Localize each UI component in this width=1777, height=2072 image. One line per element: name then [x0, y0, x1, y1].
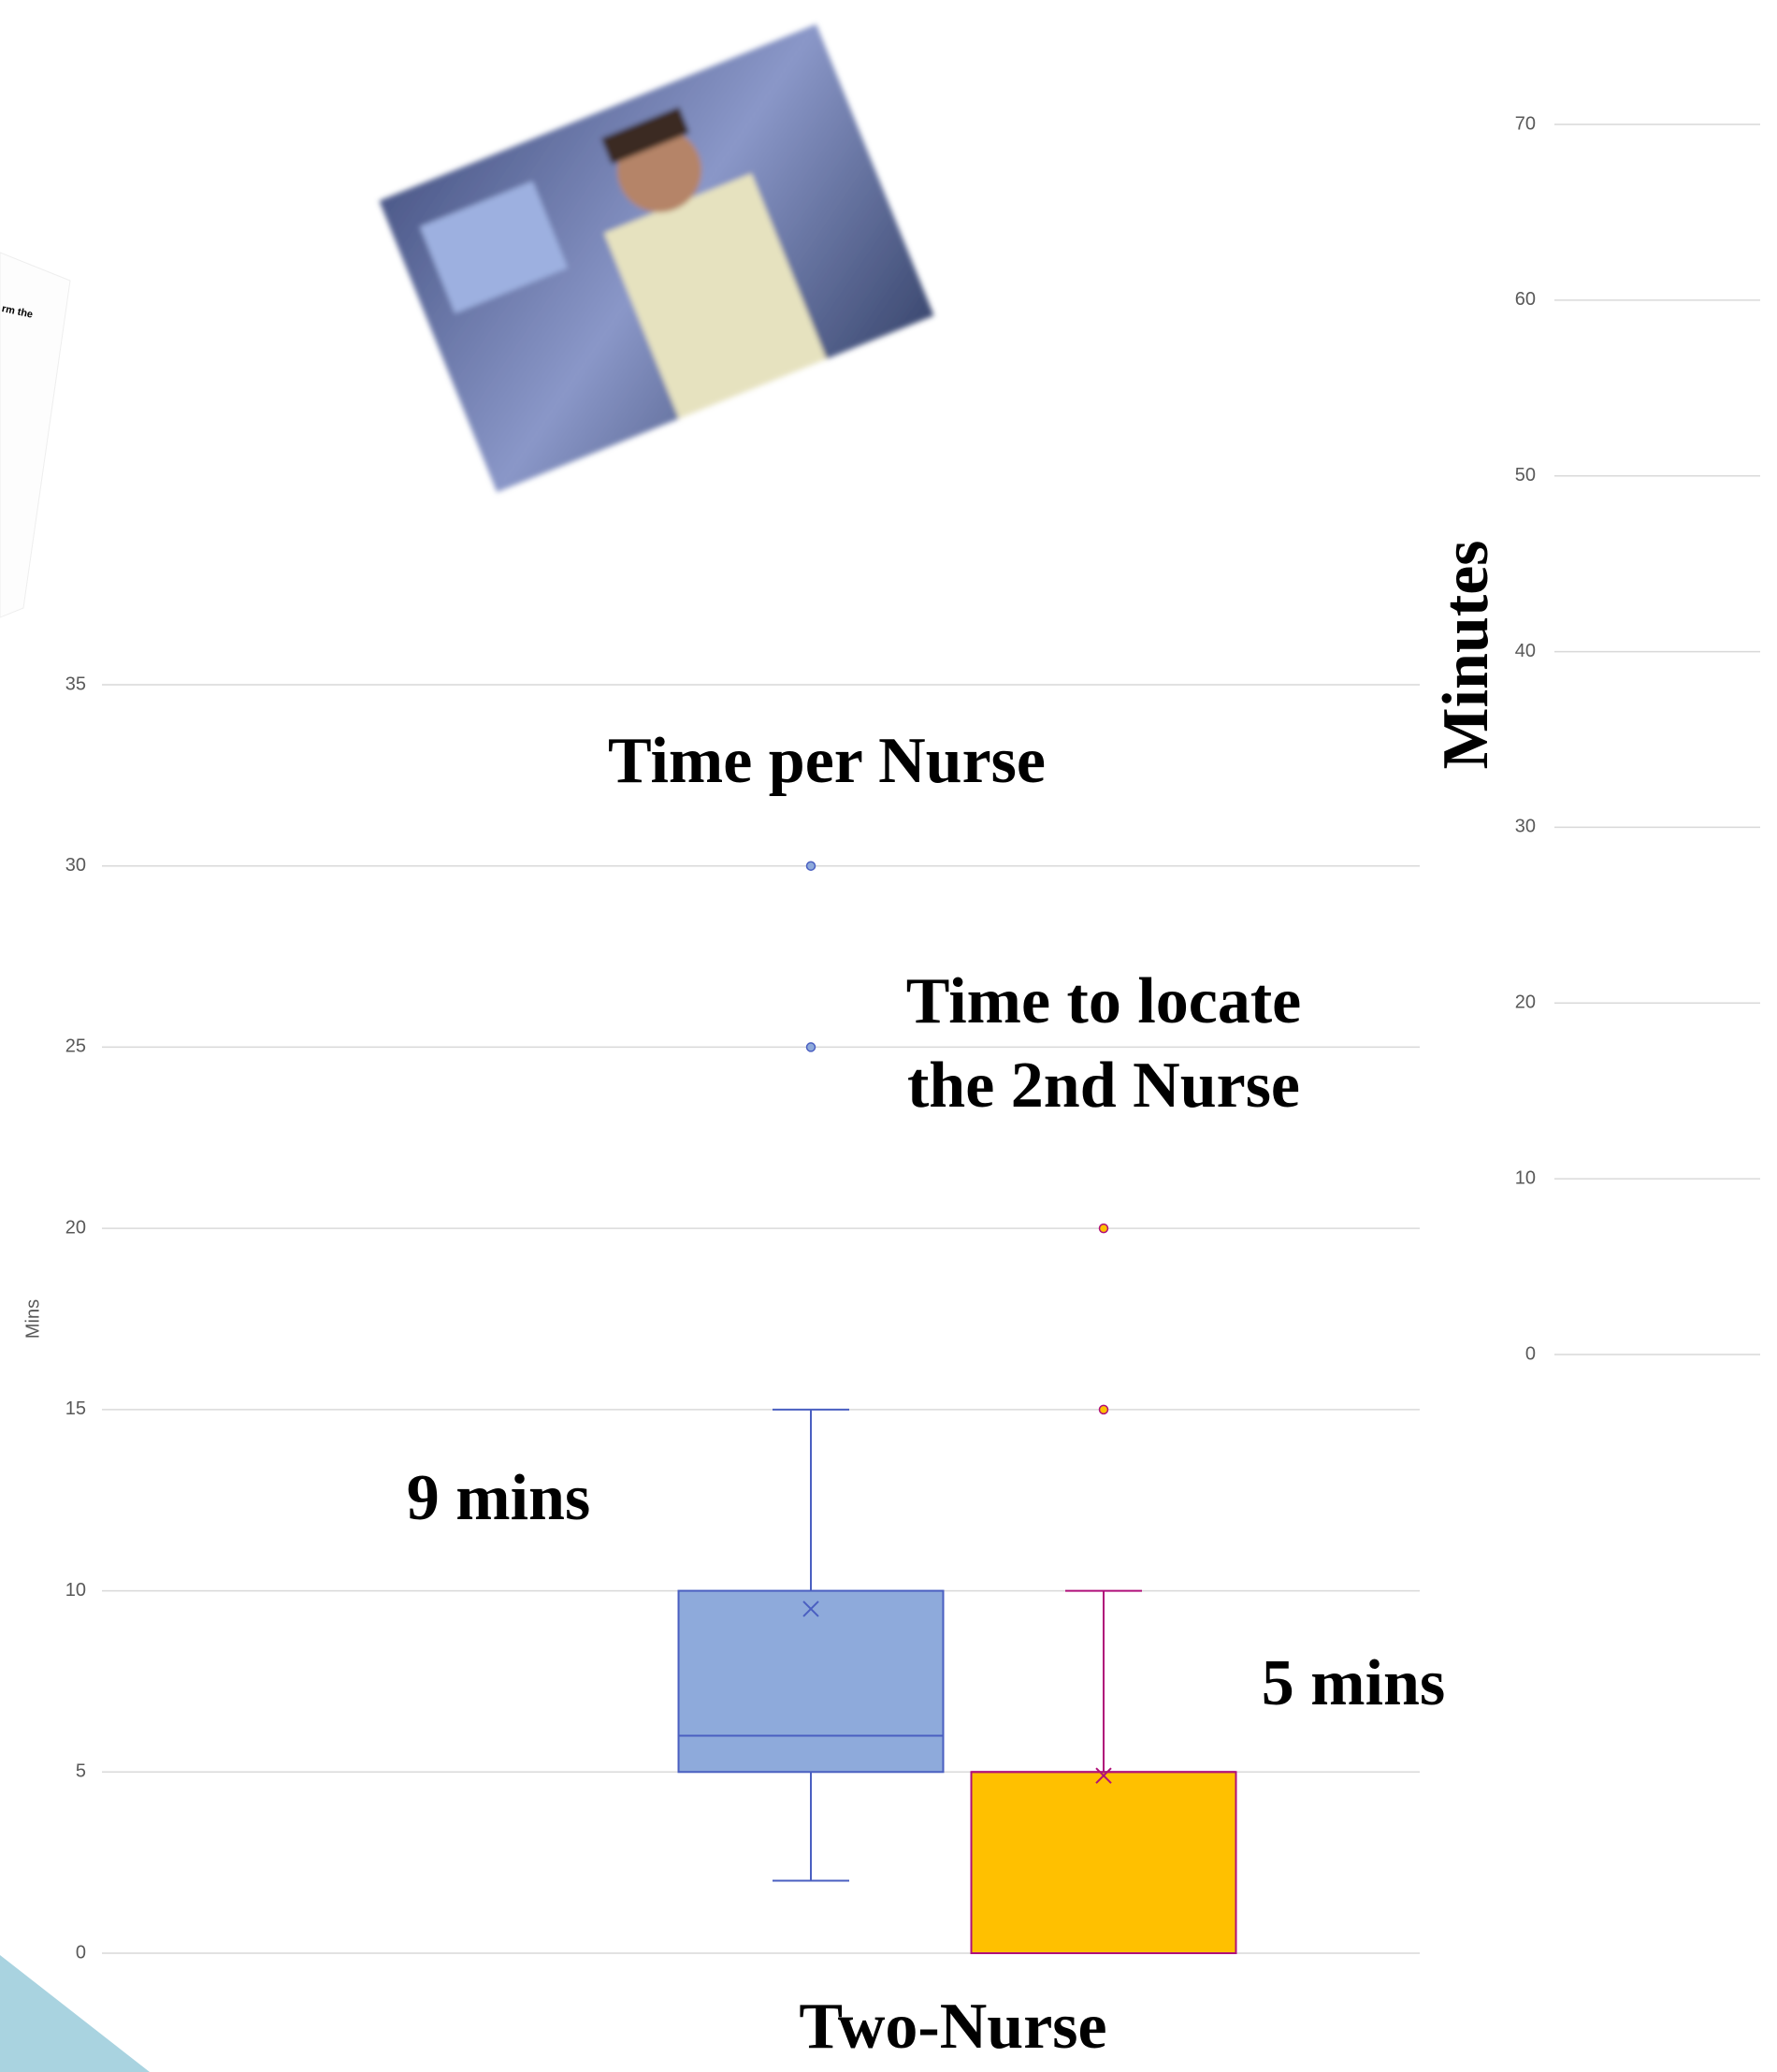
outlier — [1098, 1404, 1109, 1415]
box — [677, 1589, 945, 1774]
annotation: Time per Nurse — [608, 725, 1046, 797]
y-tick-label: 10 — [65, 1580, 86, 1601]
y-tick-label: 30 — [65, 855, 86, 876]
photo — [379, 23, 934, 493]
y-tick-label: 0 — [1525, 1343, 1536, 1364]
decor-shape — [0, 1955, 150, 2072]
mean-marker — [802, 1601, 819, 1617]
y-tick-label: 40 — [1515, 641, 1536, 661]
y-tick-label: 60 — [1515, 289, 1536, 310]
y-tick-label: 50 — [1515, 465, 1536, 485]
annotation: 5 mins — [1262, 1647, 1445, 1719]
y-tick-label: 25 — [65, 1036, 86, 1057]
y-axis-title: Mins — [22, 1299, 43, 1339]
document-page — [0, 252, 71, 618]
y-tick-label: 20 — [1515, 993, 1536, 1013]
outlier — [1098, 1223, 1109, 1234]
y-tick-label: 70 — [1515, 113, 1536, 134]
y-tick-label: 35 — [65, 674, 86, 694]
y-tick-label: 5 — [76, 1761, 86, 1782]
annotation: 9 mins — [407, 1462, 590, 1534]
y-tick-label: 10 — [1515, 1167, 1536, 1188]
outlier — [805, 1042, 816, 1052]
annotation: Time to locate — [906, 965, 1301, 1037]
box — [970, 1771, 1237, 1955]
annotation: the 2nd Nurse — [907, 1050, 1300, 1122]
y-tick-label: 15 — [65, 1398, 86, 1419]
y-axis-title: Minutes — [1430, 541, 1502, 770]
y-tick-label: 20 — [65, 1217, 86, 1238]
y-tick-label: 0 — [76, 1942, 86, 1963]
outlier — [805, 861, 816, 871]
mean-marker — [1095, 1767, 1112, 1784]
y-tick-label: 30 — [1515, 817, 1536, 837]
x-tick-label: Two-Nurse — [799, 1991, 1106, 2063]
